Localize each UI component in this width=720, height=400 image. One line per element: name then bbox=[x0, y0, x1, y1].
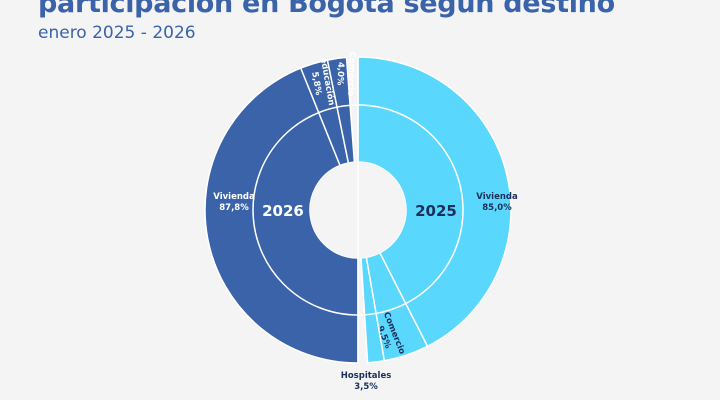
ring-label-2026: 2026 bbox=[262, 202, 304, 220]
slice-label-value: 5,8% bbox=[309, 71, 323, 96]
chart-title: participación en Bogotá según destino bbox=[38, 0, 615, 19]
slice-label-value: 85,0% bbox=[482, 203, 512, 213]
chart-subtitle: enero 2025 - 2026 bbox=[38, 23, 196, 43]
slice-label-name: Comercio bbox=[345, 52, 357, 97]
slice-label-value: 4,0% bbox=[335, 62, 346, 86]
slice-label-name: Vivienda bbox=[476, 192, 518, 202]
slice-label-value: 87,8% bbox=[219, 203, 249, 213]
slice-label-name: Hospitales bbox=[341, 371, 392, 381]
header: participación en Bogotá según destino en… bbox=[38, 0, 615, 43]
slice-label-name: Vivienda bbox=[213, 192, 255, 202]
slice-label-value: 3,5% bbox=[354, 382, 378, 392]
ring-label-2025: 2025 bbox=[415, 202, 457, 220]
